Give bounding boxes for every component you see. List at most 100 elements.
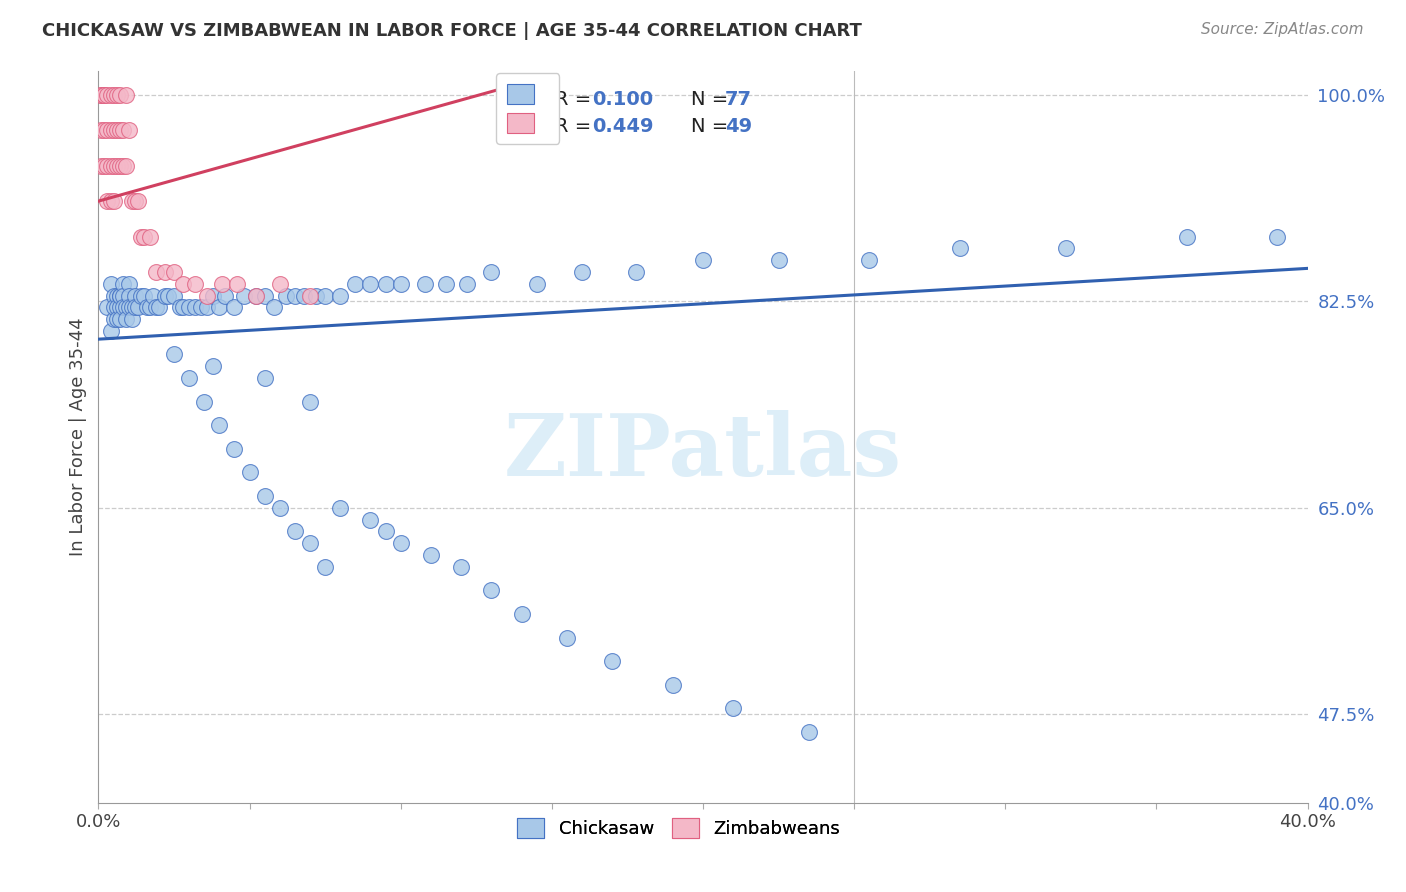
Point <box>96 87 118 102</box>
Point <box>96 194 118 208</box>
Point <box>108 87 131 102</box>
Point <box>90 123 112 137</box>
Point <box>555 631 578 645</box>
Point <box>344 277 367 291</box>
Point <box>114 312 136 326</box>
Point <box>1054 241 1077 255</box>
Point <box>114 301 136 315</box>
Point <box>108 312 131 326</box>
Point <box>118 123 141 137</box>
Point <box>145 265 167 279</box>
Point <box>360 513 382 527</box>
Point <box>434 277 457 291</box>
Point <box>111 159 134 173</box>
Point <box>129 229 152 244</box>
Point <box>100 194 122 208</box>
Point <box>274 288 297 302</box>
Point <box>139 301 162 315</box>
Point <box>208 301 231 315</box>
Point <box>103 194 125 208</box>
Point <box>108 123 131 137</box>
Point <box>239 466 262 480</box>
Point <box>124 194 146 208</box>
Point <box>626 265 648 279</box>
Point <box>100 277 122 291</box>
Point <box>163 288 186 302</box>
Point <box>93 123 115 137</box>
Point <box>100 123 122 137</box>
Point <box>269 500 291 515</box>
Point <box>96 301 118 315</box>
Point <box>768 253 790 268</box>
Text: ZIPatlas: ZIPatlas <box>503 409 903 493</box>
Point <box>105 123 128 137</box>
Point <box>148 301 170 315</box>
Point <box>111 277 134 291</box>
Point <box>96 159 118 173</box>
Point <box>118 301 141 315</box>
Point <box>153 288 176 302</box>
Point <box>292 288 315 302</box>
Point <box>245 288 267 302</box>
Point <box>103 123 125 137</box>
Point <box>602 654 624 668</box>
Point <box>145 301 167 315</box>
Point <box>253 371 276 385</box>
Point <box>723 701 745 715</box>
Point <box>450 559 472 574</box>
Point <box>121 194 143 208</box>
Point <box>172 301 194 315</box>
Point <box>114 159 136 173</box>
Point <box>202 288 225 302</box>
Point <box>105 288 128 302</box>
Point <box>100 87 122 102</box>
Point <box>93 159 115 173</box>
Point <box>121 312 143 326</box>
Point <box>224 301 246 315</box>
Point <box>329 500 352 515</box>
Point <box>111 301 134 315</box>
Point <box>103 312 125 326</box>
Point <box>124 288 146 302</box>
Point <box>224 442 246 456</box>
Point <box>90 87 112 102</box>
Point <box>103 159 125 173</box>
Point <box>263 301 285 315</box>
Point <box>949 241 972 255</box>
Point <box>156 288 179 302</box>
Point <box>299 288 322 302</box>
Point <box>510 87 533 102</box>
Point <box>329 288 352 302</box>
Point <box>108 288 131 302</box>
Point <box>139 229 162 244</box>
Point <box>132 229 155 244</box>
Point <box>111 123 134 137</box>
Point <box>103 288 125 302</box>
Point <box>510 607 533 621</box>
Point <box>195 288 218 302</box>
Text: R =: R = <box>555 117 598 136</box>
Point <box>100 324 122 338</box>
Text: 0.100: 0.100 <box>592 90 652 109</box>
Point <box>299 394 322 409</box>
Point <box>103 87 125 102</box>
Point <box>253 489 276 503</box>
Point <box>100 159 122 173</box>
Point <box>413 277 436 291</box>
Point <box>284 288 307 302</box>
Point <box>108 288 131 302</box>
Point <box>127 301 149 315</box>
Point <box>103 301 125 315</box>
Point <box>481 583 503 598</box>
Point <box>211 277 233 291</box>
Point <box>169 301 191 315</box>
Point <box>374 524 396 539</box>
Point <box>135 301 157 315</box>
Point <box>193 394 215 409</box>
Point <box>245 288 267 302</box>
Point <box>90 87 112 102</box>
Point <box>858 253 880 268</box>
Point <box>105 312 128 326</box>
Point <box>105 159 128 173</box>
Point <box>420 548 443 562</box>
